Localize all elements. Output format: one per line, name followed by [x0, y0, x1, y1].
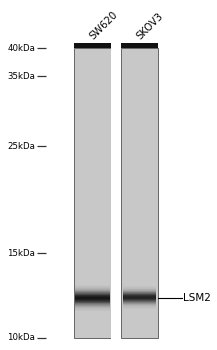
- Text: 10kDa: 10kDa: [7, 333, 35, 342]
- Bar: [123, 288, 156, 289]
- Bar: [76, 311, 110, 312]
- Text: 35kDa: 35kDa: [7, 72, 35, 80]
- Bar: [121, 48, 158, 338]
- Bar: [76, 304, 110, 305]
- Bar: [76, 305, 110, 306]
- Bar: [123, 290, 156, 291]
- Bar: [76, 286, 110, 287]
- Bar: [76, 303, 110, 304]
- Bar: [123, 306, 156, 307]
- Bar: [76, 296, 110, 297]
- Bar: [76, 289, 110, 290]
- Bar: [123, 298, 156, 299]
- Bar: [76, 300, 110, 301]
- Bar: [76, 288, 110, 289]
- Bar: [76, 292, 110, 293]
- Bar: [76, 287, 110, 288]
- Bar: [123, 306, 156, 307]
- Bar: [123, 295, 156, 296]
- Bar: [123, 301, 156, 302]
- Bar: [76, 289, 110, 290]
- Bar: [76, 293, 110, 294]
- Bar: [76, 309, 110, 310]
- Bar: [123, 298, 156, 299]
- Bar: [123, 293, 156, 294]
- Bar: [123, 301, 156, 302]
- Bar: [76, 299, 110, 300]
- Bar: [123, 297, 156, 298]
- Bar: [76, 285, 110, 286]
- Bar: [74, 43, 111, 48]
- Bar: [76, 291, 110, 292]
- Bar: [76, 308, 110, 309]
- Bar: [123, 294, 156, 295]
- Bar: [123, 297, 156, 298]
- Bar: [123, 291, 156, 292]
- Bar: [123, 294, 156, 295]
- Bar: [76, 308, 110, 309]
- Bar: [123, 286, 156, 287]
- Bar: [123, 300, 156, 301]
- Bar: [123, 288, 156, 289]
- Bar: [76, 304, 110, 305]
- Bar: [123, 308, 156, 309]
- Bar: [76, 297, 110, 298]
- Bar: [76, 309, 110, 310]
- Bar: [123, 296, 156, 297]
- Bar: [76, 298, 110, 299]
- Bar: [123, 304, 156, 305]
- Bar: [74, 48, 111, 338]
- Bar: [123, 305, 156, 306]
- Text: 25kDa: 25kDa: [7, 142, 35, 151]
- Bar: [76, 293, 110, 294]
- Bar: [123, 299, 156, 300]
- Bar: [123, 296, 156, 297]
- Bar: [123, 287, 156, 288]
- Bar: [76, 307, 110, 308]
- Bar: [76, 296, 110, 297]
- Text: SKOV3: SKOV3: [134, 10, 165, 41]
- Bar: [121, 43, 158, 48]
- Bar: [123, 307, 156, 308]
- Text: LSM2: LSM2: [183, 293, 211, 303]
- Bar: [76, 291, 110, 292]
- Bar: [76, 306, 110, 307]
- Bar: [123, 308, 156, 309]
- Bar: [76, 301, 110, 302]
- Bar: [76, 295, 110, 296]
- Bar: [123, 289, 156, 290]
- Bar: [123, 292, 156, 293]
- Bar: [76, 299, 110, 300]
- Bar: [123, 302, 156, 303]
- Bar: [123, 303, 156, 304]
- Bar: [123, 305, 156, 306]
- Bar: [76, 298, 110, 299]
- Bar: [123, 293, 156, 294]
- Bar: [76, 301, 110, 302]
- Bar: [76, 290, 110, 291]
- Bar: [111, 45, 121, 341]
- Bar: [76, 310, 110, 311]
- Bar: [123, 290, 156, 291]
- Bar: [123, 300, 156, 301]
- Text: 15kDa: 15kDa: [7, 248, 35, 258]
- Text: SW620: SW620: [88, 9, 120, 41]
- Bar: [76, 288, 110, 289]
- Bar: [76, 294, 110, 295]
- Bar: [76, 294, 110, 295]
- Bar: [76, 286, 110, 287]
- Bar: [123, 289, 156, 290]
- Text: 40kDa: 40kDa: [7, 44, 35, 53]
- Bar: [123, 304, 156, 305]
- Bar: [76, 302, 110, 303]
- Bar: [123, 286, 156, 287]
- Bar: [76, 306, 110, 307]
